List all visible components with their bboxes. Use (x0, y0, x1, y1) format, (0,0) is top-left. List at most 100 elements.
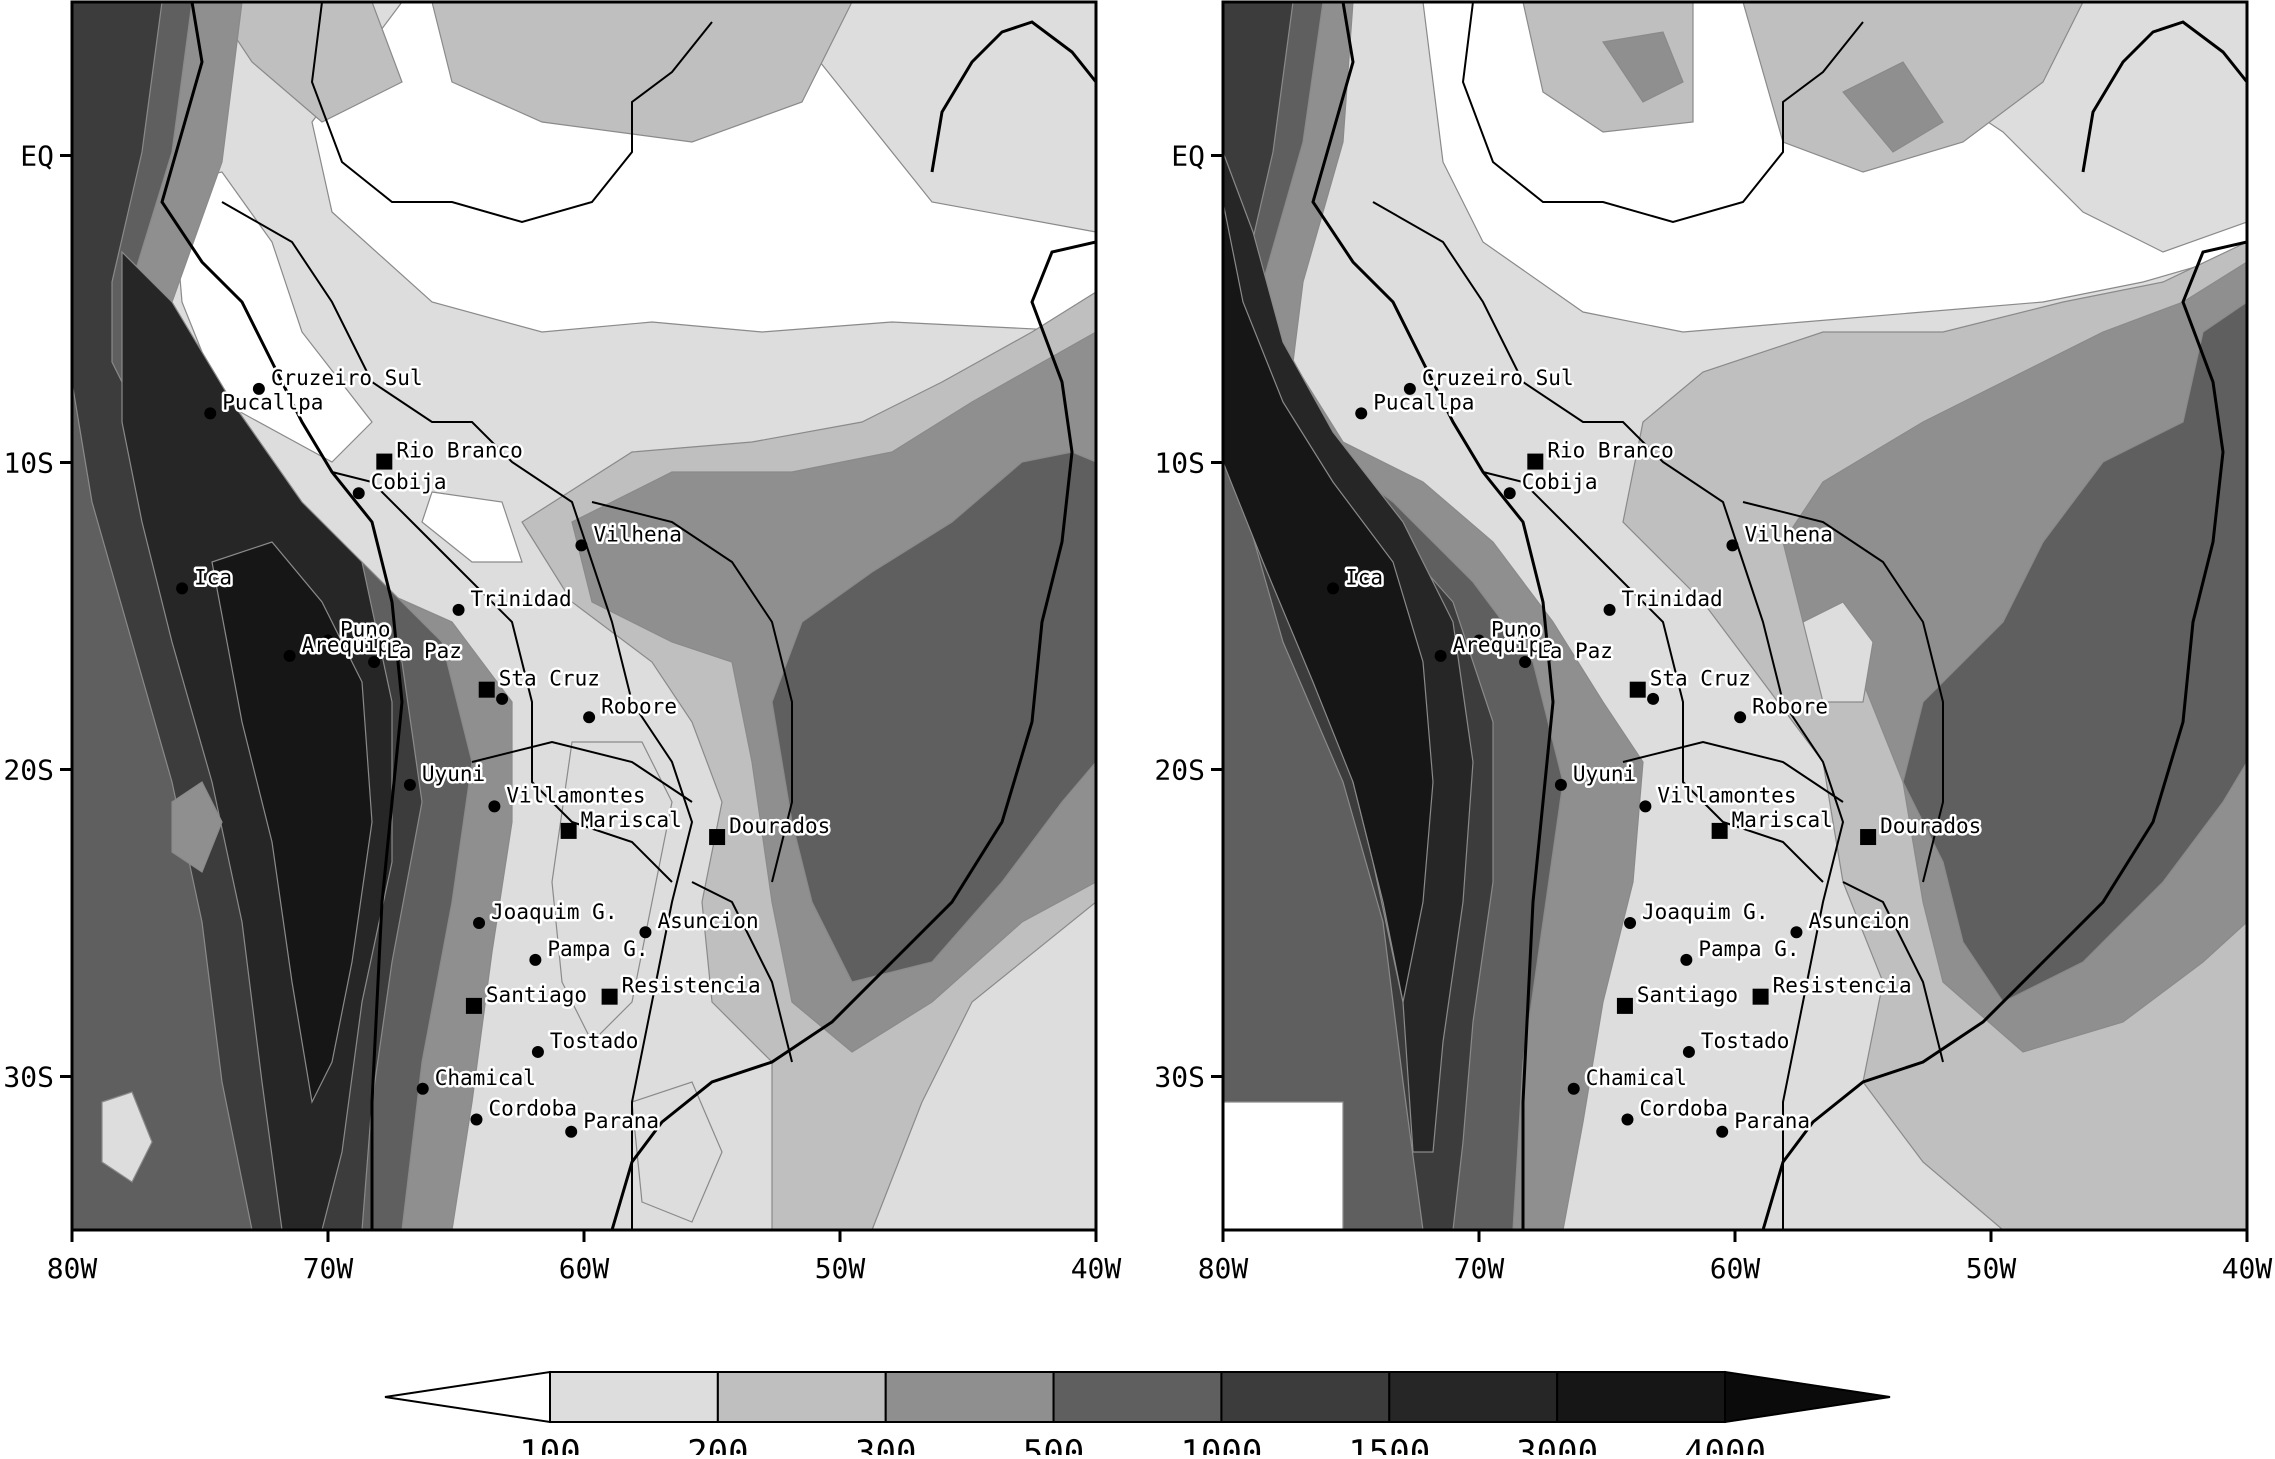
station-label: Vilhena (1744, 522, 1833, 546)
colorbar-swatch (1556, 1371, 1726, 1423)
colorbar-swatch (716, 1371, 887, 1423)
station-label: Chamical (435, 1066, 536, 1090)
station-dot (1434, 649, 1447, 662)
station-label: Parana (1734, 1109, 1810, 1133)
station-label-halo: La Paz (1537, 639, 1613, 663)
station-label: Cordoba (488, 1096, 577, 1120)
station-label: Pucallpa (222, 390, 323, 414)
station-square (1527, 453, 1544, 470)
station-label-halo: Pampa G. (547, 937, 648, 961)
station-label-halo: Villamontes (1657, 783, 1796, 807)
station-label: Resistencia (1773, 974, 1912, 998)
colorbar-label: 4000 (1684, 1433, 1766, 1455)
colorbar-label: 3000 (1516, 1433, 1598, 1455)
station-label-halo: Santiago (1637, 983, 1738, 1007)
station-label-halo: Joaquim G. (491, 900, 617, 924)
station-marker (496, 692, 509, 705)
station-label: Robore (1752, 694, 1828, 718)
contour-region (211, 541, 373, 1104)
station-dot (352, 487, 365, 500)
station-label: Dourados (729, 814, 830, 838)
station-label: Villamontes (506, 783, 645, 807)
station-label-halo: Ica (1345, 565, 1383, 589)
station-dot (1327, 582, 1340, 595)
contour-region (101, 1091, 153, 1183)
station-label: Uyuni (422, 762, 485, 786)
colorbar-label: 300 (855, 1433, 916, 1455)
x-tick-label: 70W (303, 1252, 354, 1285)
station-label: Cobija (371, 470, 447, 494)
station-label: Pucallpa (1373, 390, 1474, 414)
station-dot (1716, 1125, 1729, 1138)
station-dot (1567, 1082, 1580, 1095)
station-dot (1403, 382, 1416, 395)
station-label: Trinidad (1622, 587, 1723, 611)
station-label: Cobija (1522, 470, 1598, 494)
contour-region (1902, 301, 2247, 1003)
station-label: Robore (601, 694, 677, 718)
contour-region (1223, 1101, 1344, 1230)
colorbar: 100 200 300 500 1000 1500 3000 4000 (384, 1370, 1891, 1459)
station-label: Uyuni (1573, 762, 1636, 786)
station-label-halo: Mariscal (1732, 808, 1833, 832)
station-label: Arequipa (302, 633, 403, 657)
station-square (478, 681, 495, 698)
station-label-halo: Ica (194, 565, 232, 589)
right-panel: 80W 70W 60W 50W 40W EQ 10S 20S 30S Cruzeiro SulCr… (1154, 0, 2272, 1285)
station-label-halo: La Paz (386, 639, 462, 663)
station-label-halo: Villamontes (506, 783, 645, 807)
station-label-halo: Tostado (550, 1029, 639, 1053)
station-dot (322, 634, 334, 647)
station-label: Sta Cruz (499, 667, 600, 691)
contour-region (631, 1081, 723, 1223)
station-square (1752, 988, 1769, 1005)
station-dot (1355, 407, 1368, 420)
station-dot (452, 603, 465, 616)
x-tick-label: 50W (815, 1252, 866, 1285)
map-field (1223, 2, 2247, 1230)
station-square (465, 997, 482, 1014)
station-square (376, 453, 393, 470)
y-tick-label: 20S (1154, 754, 1205, 787)
station-label: Puno (1491, 618, 1542, 642)
station-square (1629, 681, 1646, 698)
station-square (709, 829, 726, 846)
station-dot (575, 539, 588, 552)
station-label-halo: Chamical (435, 1066, 536, 1090)
station-label-halo: Pucallpa (1373, 390, 1474, 414)
station-label: Arequipa (1453, 633, 1554, 657)
station-label: Chamical (1586, 1066, 1687, 1090)
station-label: Mariscal (1732, 808, 1833, 832)
station-label-halo: Rio Branco (1547, 439, 1673, 463)
station-dot (496, 692, 509, 705)
station-label: Parana (583, 1109, 659, 1133)
station-label-halo: Vilhena (593, 522, 682, 546)
station-label: Ica (1345, 565, 1383, 589)
station-label-halo: Santiago (486, 983, 587, 1007)
station-label-halo: Cordoba (1639, 1096, 1728, 1120)
station-label-halo: Cruzeiro Sul (271, 366, 423, 390)
station-marker: Pampa G.Pampa G. (529, 934, 651, 966)
station-label-halo: Robore (1752, 694, 1828, 718)
colorbar-label: 200 (687, 1433, 748, 1455)
station-marker: Pampa G.Pampa G. (1680, 934, 1802, 966)
